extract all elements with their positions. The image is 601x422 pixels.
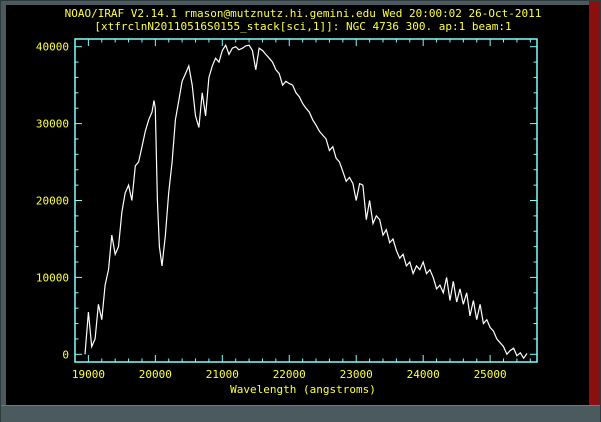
- x-tick-label: 19000: [72, 368, 105, 381]
- spectrum-chart: NOAO/IRAF V2.14.1 rmason@mutznutz.hi.gem…: [36, 7, 542, 396]
- y-tick-label: 20000: [36, 195, 69, 208]
- window-bottom-border: [1, 405, 600, 422]
- chart-header-line-2: [xtfrclnN20110516S0155_stack[sci,1]]: NG…: [94, 20, 511, 33]
- x-tick-label: 21000: [206, 368, 239, 381]
- y-tick-label: 30000: [36, 118, 69, 131]
- x-tick-label: 23000: [340, 368, 373, 381]
- y-tick-label: 10000: [36, 271, 69, 284]
- window-right-border: [589, 1, 600, 407]
- x-tick-label: 20000: [139, 368, 172, 381]
- y-tick-label: 0: [62, 348, 69, 361]
- ticks-layer: 19000 20000 21000 22000 23000 24000 25000 0 1000…: [36, 39, 537, 381]
- x-tick-label: 22000: [273, 368, 306, 381]
- chart-header-line-1: NOAO/IRAF V2.14.1 rmason@mutznutz.hi.gem…: [65, 7, 542, 20]
- plot-frame: [74, 38, 538, 363]
- y-tick-label: 40000: [36, 41, 69, 54]
- x-tick-label: 25000: [474, 368, 507, 381]
- spectrum-line: [84, 43, 528, 360]
- x-tick-label: 24000: [407, 368, 440, 381]
- x-axis-label: Wavelength (angstroms): [230, 383, 376, 396]
- plot-panel: NOAO/IRAF V2.14.1 rmason@mutznutz.hi.gem…: [6, 5, 589, 405]
